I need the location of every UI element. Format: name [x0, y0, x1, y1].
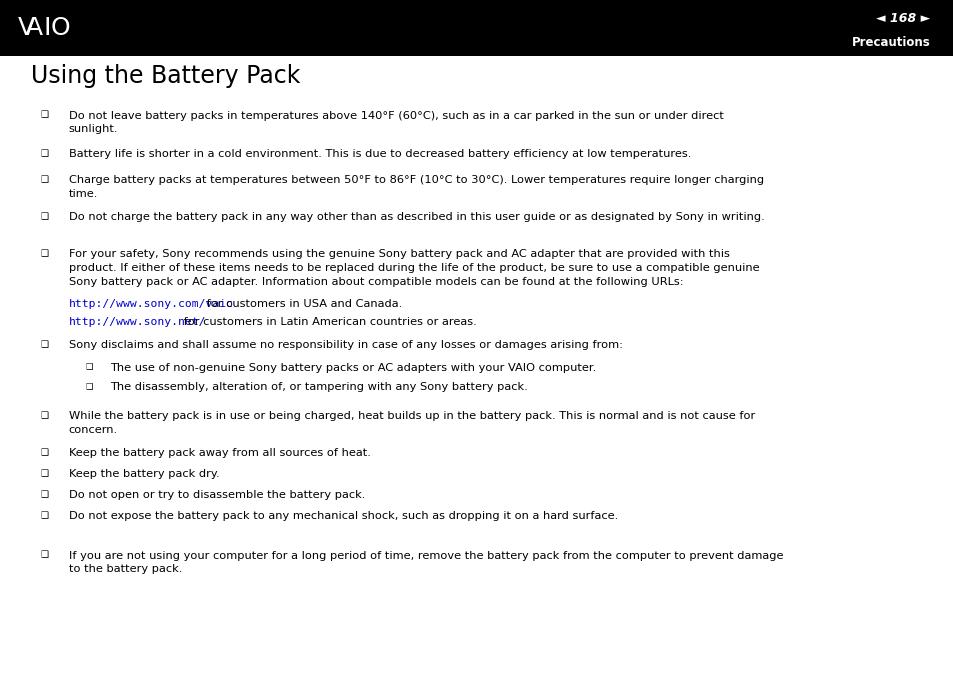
Text: ❑: ❑: [40, 469, 49, 478]
Text: ❑: ❑: [40, 340, 49, 349]
Text: Do not expose the battery pack to any mechanical shock, such as dropping it on a: Do not expose the battery pack to any me…: [69, 511, 618, 521]
Text: ❑: ❑: [40, 249, 49, 258]
Text: ❑: ❑: [40, 551, 49, 559]
Text: for customers in USA and Canada.: for customers in USA and Canada.: [202, 299, 401, 309]
Text: Do not charge the battery pack in any way other than as described in this user g: Do not charge the battery pack in any wa…: [69, 212, 763, 222]
Text: Keep the battery pack away from all sources of heat.: Keep the battery pack away from all sour…: [69, 448, 370, 458]
Text: Sony disclaims and shall assume no responsibility in case of any losses or damag: Sony disclaims and shall assume no respo…: [69, 340, 622, 350]
Text: for customers in Latin American countries or areas.: for customers in Latin American countrie…: [180, 317, 476, 327]
Text: ❑: ❑: [40, 511, 49, 520]
Text: ❑: ❑: [40, 411, 49, 420]
Text: Precautions: Precautions: [850, 36, 929, 49]
Text: If you are not using your computer for a long period of time, remove the battery: If you are not using your computer for a…: [69, 551, 782, 574]
Text: ❑: ❑: [40, 111, 49, 119]
Text: Keep the battery pack dry.: Keep the battery pack dry.: [69, 469, 219, 479]
Text: Charge battery packs at temperatures between 50°F to 86°F (10°C to 30°C). Lower : Charge battery packs at temperatures bet…: [69, 175, 763, 199]
Text: ◄ 168 ►: ◄ 168 ►: [875, 12, 929, 25]
Text: Do not open or try to disassemble the battery pack.: Do not open or try to disassemble the ba…: [69, 490, 365, 500]
Text: Do not leave battery packs in temperatures above 140°F (60°C), such as in a car : Do not leave battery packs in temperatur…: [69, 111, 722, 134]
Text: The disassembly, alteration of, or tampering with any Sony battery pack.: The disassembly, alteration of, or tampe…: [110, 382, 527, 392]
Text: ❑: ❑: [86, 382, 93, 391]
Text: While the battery pack is in use or being charged, heat builds up in the battery: While the battery pack is in use or bein…: [69, 411, 754, 435]
Bar: [0, 0, 953, 56]
Text: ❑: ❑: [40, 490, 49, 499]
Text: ❑: ❑: [40, 212, 49, 221]
Text: $\mathsf{V\!\!AIO}$: $\mathsf{V\!\!AIO}$: [17, 16, 71, 40]
Text: ❑: ❑: [40, 175, 49, 184]
Text: http://www.sony.net/: http://www.sony.net/: [69, 317, 206, 327]
Text: http://www.sony.com/vaio: http://www.sony.com/vaio: [69, 299, 233, 309]
Text: ❑: ❑: [40, 448, 49, 457]
Text: Battery life is shorter in a cold environment. This is due to decreased battery : Battery life is shorter in a cold enviro…: [69, 149, 690, 159]
Text: ❑: ❑: [40, 149, 49, 158]
Text: ❑: ❑: [86, 363, 93, 371]
Text: Using the Battery Pack: Using the Battery Pack: [30, 64, 299, 88]
Text: For your safety, Sony recommends using the genuine Sony battery pack and AC adap: For your safety, Sony recommends using t…: [69, 249, 759, 286]
Text: The use of non-genuine Sony battery packs or AC adapters with your VAIO computer: The use of non-genuine Sony battery pack…: [110, 363, 596, 373]
